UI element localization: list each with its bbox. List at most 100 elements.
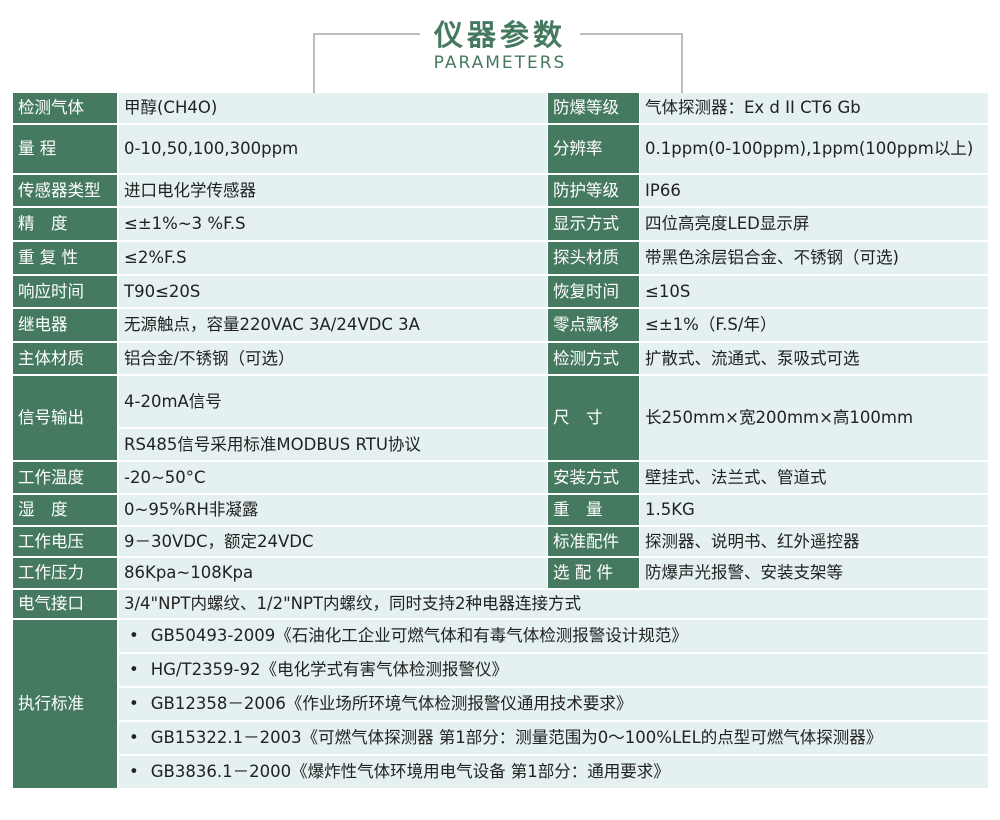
param-label: 检测方式 <box>548 343 639 374</box>
cell-text: 传感器类型 <box>18 180 101 200</box>
cell-text: 甲醇(CH4O) <box>124 98 218 117</box>
cell-text: 0~95%RH非凝露 <box>124 500 259 519</box>
param-value: 9－30VDC，额定24VDC <box>119 527 547 556</box>
bullet-icon: • <box>129 728 139 747</box>
param-label: 选 配 件 <box>548 558 639 588</box>
param-label: 继电器 <box>13 309 117 341</box>
param-label: 恢复时间 <box>548 276 639 307</box>
cell-text: 铝合金/不锈钢（可选） <box>124 348 295 368</box>
cell-text: 检测方式 <box>553 348 619 368</box>
cell-text: 9－30VDC，额定24VDC <box>124 531 314 551</box>
cell-text: 分辨率 <box>553 139 603 158</box>
cell-text: ≤10S <box>645 281 691 301</box>
cell-text: 选 配 件 <box>553 563 613 582</box>
param-value: ≤2%F.S <box>119 242 547 274</box>
cell-text: 探测器、说明书、红外遥控器 <box>645 531 860 551</box>
cell-text: 带黑色涂层铝合金、不锈钢（可选) <box>645 248 899 267</box>
cell-text: 标准配件 <box>553 531 619 551</box>
param-value: 0-10,50,100,300ppm <box>119 125 547 173</box>
cell-text: 恢复时间 <box>553 281 619 301</box>
cell-text: IP66 <box>645 180 681 200</box>
param-label: 主体材质 <box>13 343 117 374</box>
param-value: 气体探测器：Ex d II CT6 Gb <box>640 93 988 123</box>
cell-text: GB50493-2009《石油化工企业可燃气体和有毒气体检测报警设计规范》 <box>150 626 688 645</box>
param-value: 无源触点，容量220VAC 3A/24VDC 3A <box>119 309 547 341</box>
param-value: 长250mm×宽200mm×高100mm <box>640 376 988 460</box>
param-value: 带黑色涂层铝合金、不锈钢（可选) <box>640 242 988 274</box>
param-label: 防爆等级 <box>548 93 639 123</box>
cell-text: ≤±1%（F.S/年） <box>645 315 777 334</box>
param-value: 四位高亮度LED显示屏 <box>640 208 988 240</box>
table-row: 传感器类型 进口电化学传感器 防护等级 IP66 <box>13 175 988 208</box>
cell-text: 电气接口 <box>18 594 84 613</box>
cell-text: 湿 度 <box>18 500 68 519</box>
cell-text: GB15322.1－2003《可燃气体探测器 第1部分：测量范围为0～100%L… <box>150 728 883 747</box>
cell-text: 3/4"NPT内螺纹、1/2"NPT内螺纹，同时支持2种电器连接方式 <box>124 594 582 613</box>
standard-item: • GB15322.1－2003《可燃气体探测器 第1部分：测量范围为0～100%… <box>119 722 988 754</box>
param-value: 0~95%RH非凝露 <box>119 495 547 525</box>
cell-text: 0.1ppm(0-100ppm),1ppm(100ppm以上) <box>645 139 974 158</box>
param-label: 传感器类型 <box>13 175 117 206</box>
bullet-icon: • <box>129 694 139 713</box>
bullet-icon: • <box>129 626 139 645</box>
param-value: ≤10S <box>640 276 988 307</box>
cell-text: 显示方式 <box>553 214 619 233</box>
cell-text: 壁挂式、法兰式、管道式 <box>645 467 827 487</box>
cell-text: 工作温度 <box>18 467 84 487</box>
standard-item: • GB3836.1－2000《爆炸性气体环境用电气设备 第1部分：通用要求》 <box>119 756 988 788</box>
param-label: 显示方式 <box>548 208 639 240</box>
cell-text: 重 复 性 <box>18 248 78 267</box>
param-label: 精 度 <box>13 208 117 240</box>
cell-text: 执行标准 <box>18 694 84 713</box>
cell-text: 工作电压 <box>18 531 84 551</box>
param-label: 信号输出 <box>13 376 117 460</box>
cell-text: ≤±1%~3 %F.S <box>124 214 246 233</box>
param-label: 探头材质 <box>548 242 639 274</box>
param-label: 湿 度 <box>13 495 117 525</box>
param-value: 1.5KG <box>640 495 988 525</box>
cell-text: -20~50°C <box>124 467 206 487</box>
cell-text: 扩散式、流通式、泵吸式可选 <box>645 348 860 368</box>
cell-text: 0-10,50,100,300ppm <box>124 139 299 158</box>
param-value: -20~50°C <box>119 462 547 493</box>
param-label: 量 程 <box>13 125 117 173</box>
table-row: 重 复 性 ≤2%F.S 探头材质 带黑色涂层铝合金、不锈钢（可选) <box>13 242 988 276</box>
standard-item: • GB50493-2009《石油化工企业可燃气体和有毒气体检测报警设计规范》 <box>119 620 988 652</box>
param-label: 重 复 性 <box>13 242 117 274</box>
cell-text: 四位高亮度LED显示屏 <box>645 214 810 233</box>
bullet-icon: • <box>129 762 139 781</box>
cell-text: 防护等级 <box>553 180 619 200</box>
cell-text: 精 度 <box>18 214 68 233</box>
param-label: 工作温度 <box>13 462 117 493</box>
cell-text: 响应时间 <box>18 281 84 301</box>
table-row: 精 度 ≤±1%~3 %F.S 显示方式 四位高亮度LED显示屏 <box>13 208 988 242</box>
param-value: 0.1ppm(0-100ppm),1ppm(100ppm以上) <box>640 125 988 173</box>
cell-text: 零点飘移 <box>553 315 619 334</box>
cell-text: GB3836.1－2000《爆炸性气体环境用电气设备 第1部分：通用要求》 <box>150 762 670 781</box>
param-label: 工作压力 <box>13 558 117 588</box>
cell-text: T90≤20S <box>124 281 201 301</box>
param-value: 86Kpa~108Kpa <box>119 558 547 588</box>
cell-text: 进口电化学传感器 <box>124 180 256 200</box>
table-row: 工作压力 86Kpa~108Kpa 选 配 件 防爆声光报警、安装支架等 <box>13 558 988 590</box>
cell-text: 尺 寸 <box>553 408 603 427</box>
cell-text: 气体探测器：Ex d II CT6 Gb <box>645 98 861 117</box>
table-row: 量 程 0-10,50,100,300ppm 分辨率 0.1ppm(0-100ppm)… <box>13 125 988 175</box>
param-value: 铝合金/不锈钢（可选） <box>119 343 547 374</box>
cell-text: 4-20mA信号 <box>124 391 222 411</box>
cell-text: 信号输出 <box>18 408 84 427</box>
cell-text: 长250mm×宽200mm×高100mm <box>645 408 914 427</box>
table-row: 检测气体 甲醇(CH4O) 防爆等级 气体探测器：Ex d II CT6 Gb <box>13 93 988 125</box>
table-row: 工作温度 -20~50°C 安装方式 壁挂式、法兰式、管道式 <box>13 462 988 495</box>
param-label: 标准配件 <box>548 527 639 556</box>
page-subtitle: PARAMETERS <box>433 53 567 73</box>
table-row: 信号输出 4-20mA信号 RS485信号采用标准MODBUS RTU协议 尺 寸 长2… <box>13 376 988 462</box>
cell-text: 无源触点，容量220VAC 3A/24VDC 3A <box>124 315 420 334</box>
table-row: 继电器 无源触点，容量220VAC 3A/24VDC 3A 零点飘移 ≤±1%（F.S… <box>13 309 988 343</box>
table-row: 电气接口 3/4"NPT内螺纹、1/2"NPT内螺纹，同时支持2种电器连接方式 <box>13 590 988 620</box>
param-value: ≤±1%~3 %F.S <box>119 208 547 240</box>
param-label: 响应时间 <box>13 276 117 307</box>
param-label: 执行标准 <box>13 620 117 788</box>
cell-text: 探头材质 <box>553 248 619 267</box>
param-value: 4-20mA信号 RS485信号采用标准MODBUS RTU协议 <box>119 376 547 460</box>
